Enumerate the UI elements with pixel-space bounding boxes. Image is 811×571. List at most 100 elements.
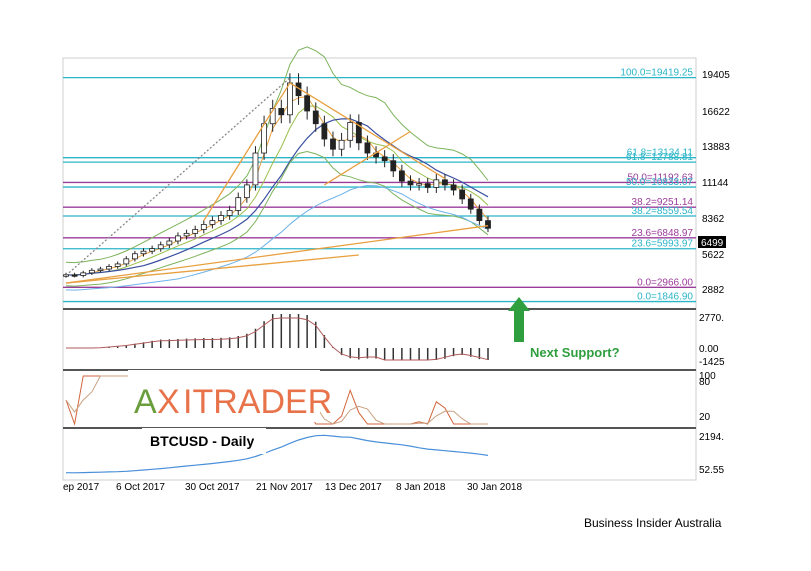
fib-level-label: 38.2=9251.14	[632, 197, 694, 208]
y-tick-label: 8362	[702, 214, 725, 225]
candle-body	[243, 184, 250, 199]
candle-body	[269, 108, 276, 125]
candle-body	[347, 122, 354, 141]
candle-body	[407, 180, 414, 186]
fib-level-label: 0.0=1846.90	[637, 292, 693, 303]
volume-line	[65, 434, 489, 474]
candle-body	[226, 210, 233, 216]
trend-line-support	[65, 225, 489, 284]
next-support-annotation: Next Support?	[530, 345, 620, 360]
candle-body	[131, 253, 138, 260]
symbol-label: BTCUSD - Daily	[150, 433, 254, 449]
trend-line-lower	[65, 254, 359, 284]
candle-body	[235, 197, 242, 211]
y-tick-label: 2882	[702, 285, 725, 296]
ma-line-medium	[65, 105, 489, 276]
x-tick-label: 8 Jan 2018	[396, 482, 446, 493]
candle-body	[390, 160, 397, 172]
candle-body	[106, 266, 112, 270]
candle-body	[200, 224, 207, 230]
long-ma-line	[65, 184, 489, 291]
candle-body	[209, 220, 216, 225]
y-tick-label: 5622	[702, 250, 725, 261]
trend-line-resistance	[289, 82, 446, 180]
candle-body	[338, 139, 345, 150]
candle-body	[467, 198, 474, 210]
volume-tick-label: 52.55	[699, 465, 724, 476]
stoch-tick-label: 80	[699, 377, 711, 388]
candle-body	[476, 208, 483, 222]
up-arrow-icon	[508, 297, 530, 342]
macd-tick-label: 2770.	[699, 313, 724, 324]
candle-body	[450, 184, 457, 191]
fib-level-label: 61.8=12788.81	[626, 152, 693, 163]
x-tick-label: 21 Nov 2017	[256, 482, 313, 493]
trend-line-secondary	[324, 130, 411, 186]
trend-lines	[65, 77, 489, 284]
candle-body	[381, 156, 388, 162]
candle-body	[88, 269, 95, 274]
current-price-badge	[698, 236, 726, 248]
candle-body	[433, 179, 440, 188]
y-tick-label: 16622	[702, 107, 730, 118]
candle-body	[459, 189, 466, 200]
bollinger-upper	[65, 46, 489, 264]
logo-letter-x: X	[157, 383, 180, 421]
fib-level-label: 23.6=6848.97	[632, 228, 694, 239]
symbol-label-bg	[142, 428, 266, 454]
candle-body	[252, 152, 259, 186]
ma-line-slow	[65, 118, 489, 276]
fib-level-label: 61.8=13134.11	[627, 148, 694, 159]
candlesticks	[63, 73, 491, 278]
macd-signal-line	[66, 317, 489, 361]
candle-body	[416, 183, 423, 186]
candle-body	[312, 110, 319, 125]
trend-line-dotted	[65, 77, 291, 276]
axitrader-logo: A X ITRADER	[128, 370, 332, 422]
candle-body	[149, 248, 156, 252]
fib-level-label: 23.6=5993.97	[632, 239, 694, 250]
candle-body	[364, 142, 371, 154]
x-tick-label: 6 Oct 2017	[116, 482, 165, 493]
candle-body	[192, 229, 199, 234]
volume-tick-label: 2194.	[699, 432, 724, 443]
candle-body	[80, 272, 87, 276]
x-tick-label: ep 2017	[63, 482, 100, 493]
macd-tick-label: -1425	[699, 357, 725, 368]
candle-body	[304, 95, 311, 112]
candle-body	[218, 215, 224, 222]
current-price-label: 6499	[701, 238, 724, 249]
stoch-tick-label: 100	[699, 371, 716, 382]
fib-level-label: 100.0=19419.25	[620, 68, 693, 79]
macd-tick-label: 0.00	[699, 344, 719, 355]
candle-body	[485, 220, 491, 229]
logo-text: ITRADER	[183, 383, 332, 421]
fib-level-label: 50.0=11192.63	[627, 172, 693, 183]
candle-body	[123, 258, 130, 265]
logo-letter-a: A	[134, 383, 157, 421]
candle-body	[157, 244, 164, 250]
y-tick-label: 11144	[702, 178, 729, 189]
candle-body	[330, 138, 336, 150]
candle-body	[321, 123, 328, 140]
x-tick-label: 30 Jan 2018	[467, 482, 522, 493]
candle-body	[114, 263, 121, 267]
candle-body	[97, 268, 104, 271]
candle-body	[140, 250, 147, 255]
fibonacci-levels: 100.0=19419.25 61.8=13134.1161.8=12788.81…	[63, 68, 696, 303]
trend-line-rise	[203, 82, 291, 221]
candle-body	[287, 82, 293, 116]
x-tick-label: 30 Oct 2017	[185, 482, 240, 493]
fib-level-label: 38.2=8559.54	[632, 206, 694, 217]
candle-body	[442, 179, 448, 186]
candle-body	[166, 240, 173, 246]
credit-text: Business Insider Australia	[584, 516, 722, 530]
y-tick-label: 19405	[702, 70, 730, 81]
stoch-tick-label: 20	[699, 412, 711, 423]
fib-level-label: 50.0=10833.07	[626, 177, 693, 188]
x-tick-label: 13 Dec 2017	[325, 482, 382, 493]
candle-body	[71, 274, 78, 277]
fib-level-label: 0.0=2966.00	[637, 277, 693, 288]
candle-body	[175, 235, 181, 242]
